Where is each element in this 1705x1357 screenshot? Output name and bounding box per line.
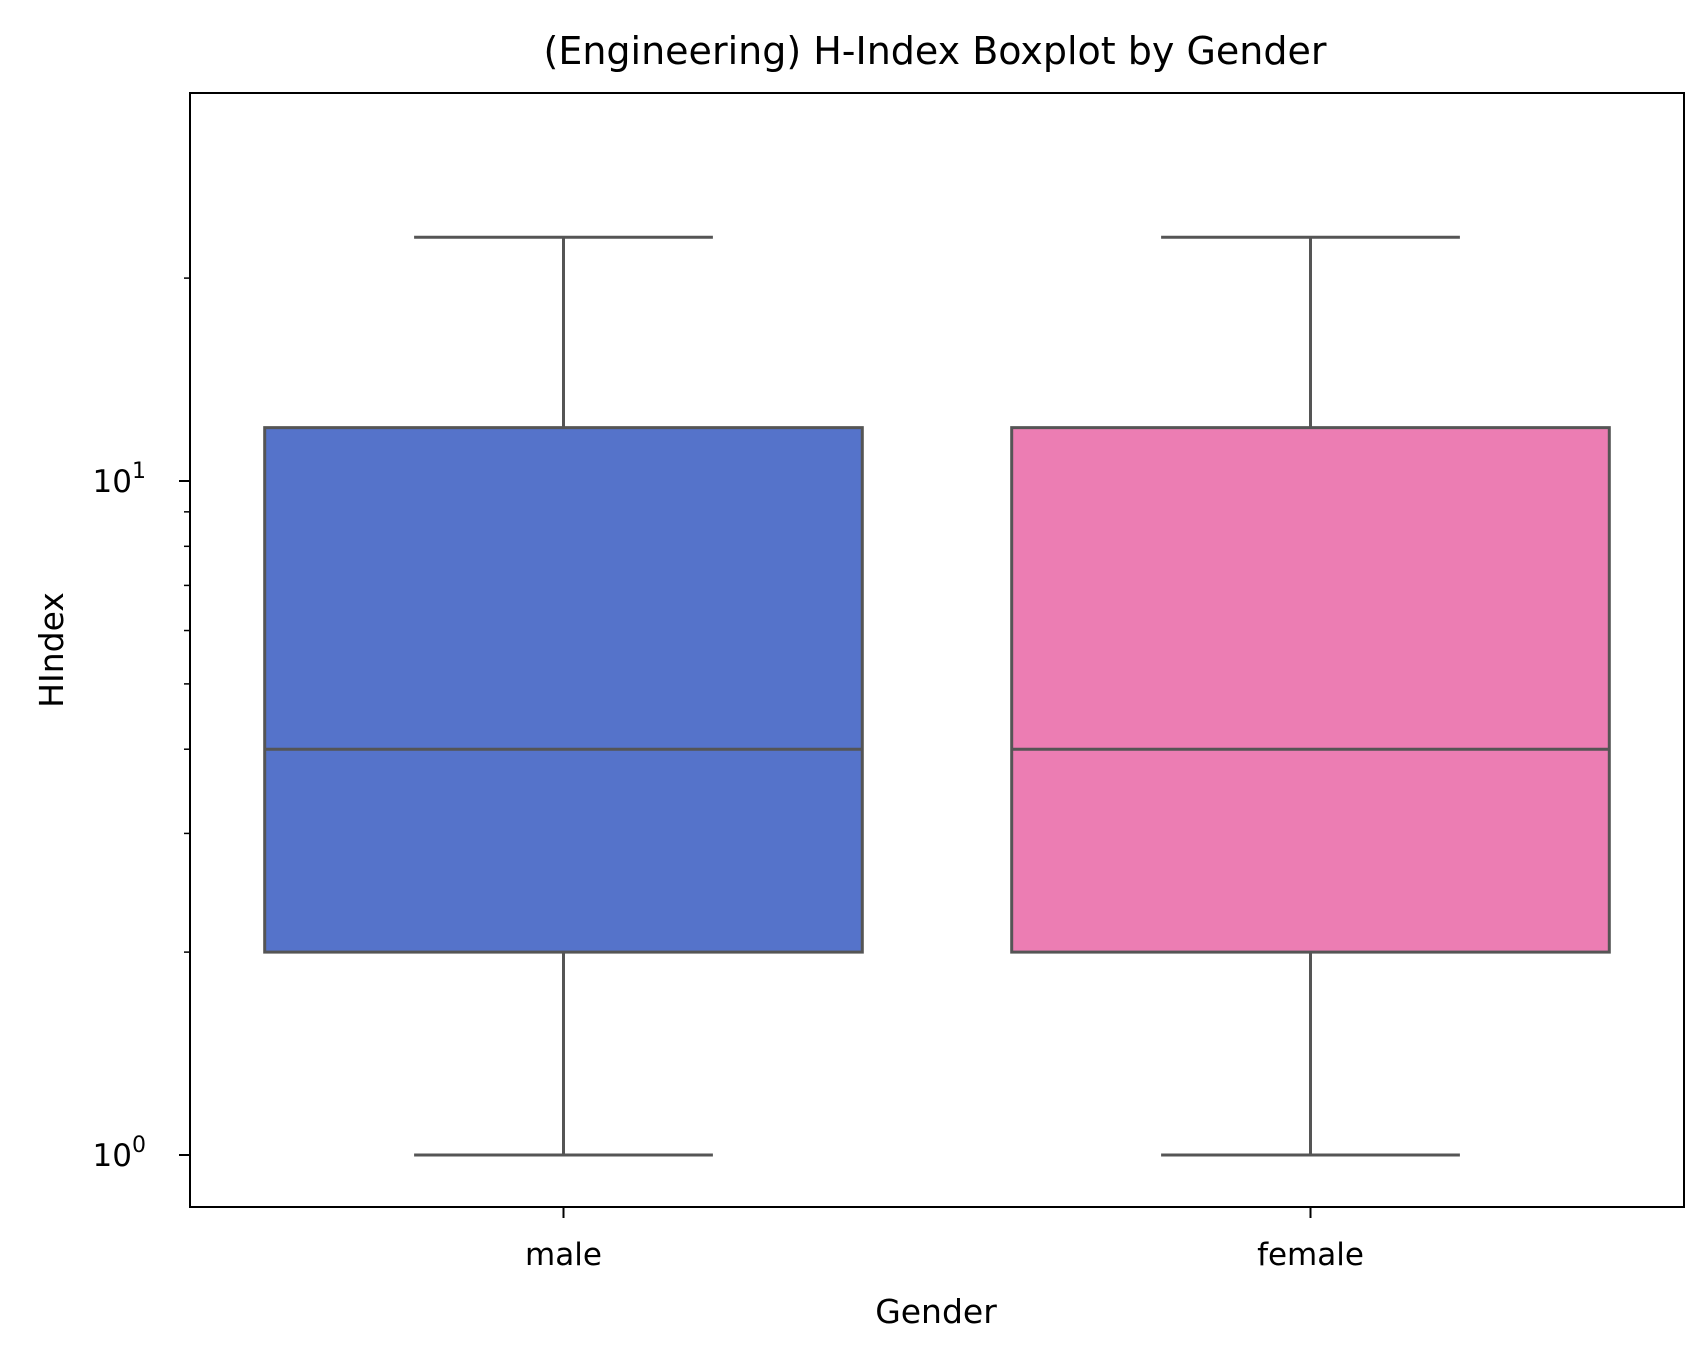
iqr-box bbox=[1010, 426, 1611, 954]
y-tick-label: 100 bbox=[93, 1133, 146, 1174]
x-tick-label-female: female bbox=[1257, 1237, 1364, 1273]
x-axis-label: Gender bbox=[875, 1292, 997, 1331]
iqr-box bbox=[263, 426, 864, 954]
boxes-layer bbox=[263, 235, 1611, 1157]
box-female bbox=[1010, 235, 1611, 1157]
x-tick-label-male: male bbox=[525, 1237, 602, 1273]
chart-title: (Engineering) H-Index Boxplot by Gender bbox=[544, 29, 1327, 73]
y-tick-label: 101 bbox=[93, 459, 146, 500]
box-male bbox=[263, 235, 864, 1157]
y-axis-label: HIndex bbox=[32, 592, 71, 708]
plot-frame bbox=[189, 92, 1685, 1208]
